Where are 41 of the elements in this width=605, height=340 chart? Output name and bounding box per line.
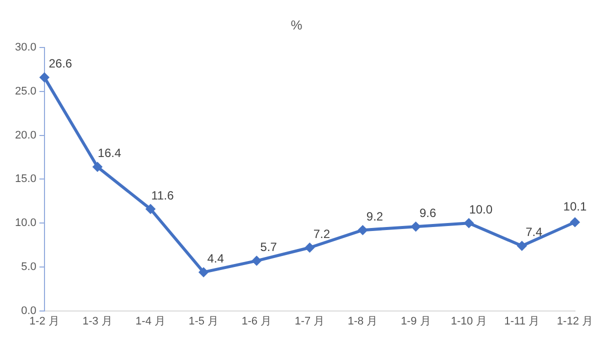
data-label: 9.6 xyxy=(419,206,436,220)
data-label: 9.2 xyxy=(366,209,384,224)
x-tick-label: 1-10 月 xyxy=(450,315,487,328)
y-tick-label: 15.0 xyxy=(14,173,36,186)
y-tick-label: 0.0 xyxy=(21,304,36,317)
point xyxy=(40,72,49,82)
y-tick-label: 25.0 xyxy=(14,86,36,98)
x-tick-label: 1-6 月 xyxy=(242,315,272,328)
point xyxy=(464,218,474,228)
data-label: 16.4 xyxy=(98,146,122,160)
chart-title: % xyxy=(290,17,303,32)
y-tick-label: 5.0 xyxy=(21,260,36,273)
data-label: 7.4 xyxy=(526,225,543,240)
data-label: 10.1 xyxy=(563,200,587,214)
x-tick-label: 1-12 月 xyxy=(556,315,594,328)
x-tick-label: 1-11 月 xyxy=(504,315,540,328)
x-tick-label: 1-7 月 xyxy=(294,315,325,328)
point xyxy=(92,162,102,172)
point xyxy=(411,222,420,232)
data-label: 26.6 xyxy=(48,56,72,71)
point xyxy=(252,256,262,266)
point xyxy=(517,241,526,250)
x-tick-label: 1-2 月 xyxy=(29,315,60,328)
point xyxy=(146,204,156,214)
point xyxy=(199,268,208,277)
data-label: 10.0 xyxy=(469,202,493,216)
x-tick-label: 1-9 月 xyxy=(400,315,431,328)
y-tick-label: 10.0 xyxy=(14,217,36,230)
point xyxy=(570,218,580,227)
y-tick-label: 30.0 xyxy=(14,42,36,54)
point xyxy=(358,226,368,235)
point xyxy=(305,243,314,252)
x-tick-label: 1-5 月 xyxy=(188,315,219,328)
x-tick-label: 1-3 月 xyxy=(82,315,112,328)
x-tick-label: 1-8 月 xyxy=(348,315,378,328)
data-label: 11.6 xyxy=(151,188,174,202)
y-tick-label: 20.0 xyxy=(14,129,36,142)
data-label: 5.7 xyxy=(260,240,278,254)
data-label: 4.4 xyxy=(207,252,224,266)
x-tick-label: 1-4 月 xyxy=(136,315,166,328)
data-label: 7.2 xyxy=(313,226,330,241)
